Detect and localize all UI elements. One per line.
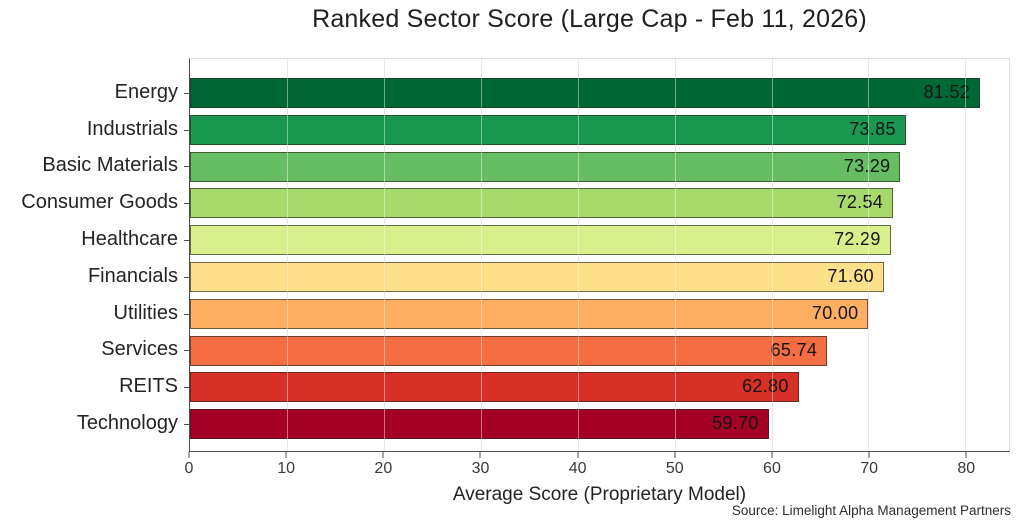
category-label: REITS — [119, 375, 178, 398]
category-label: Industrials — [86, 117, 178, 140]
bar: 72.54 — [190, 188, 894, 219]
value-label: 73.85 — [849, 118, 896, 139]
bar: 81.52 — [190, 78, 981, 108]
value-label: 62.80 — [742, 376, 789, 397]
value-label: 72.29 — [834, 229, 881, 250]
value-label: 72.54 — [836, 192, 884, 213]
value-label: 81.52 — [923, 82, 971, 103]
bar-row: Energy 81.52 — [115, 78, 1009, 108]
category-label: Services — [101, 338, 178, 361]
y-tick-mark — [184, 240, 190, 242]
x-tick-label: 30 — [471, 460, 490, 477]
x-axis-label: Average Score (Proprietary Model) — [452, 484, 747, 505]
bar-row: Healthcare 72.29 — [81, 225, 1009, 256]
bar-row: REITS 62.80 — [119, 372, 1009, 403]
y-tick-mark — [184, 276, 190, 278]
x-tick-mark — [479, 452, 481, 458]
x-axis: 0 10 20 30 40 50 60 70 80 — [185, 452, 1010, 486]
y-tick-mark — [184, 387, 190, 389]
y-tick-mark — [184, 92, 190, 94]
bar: 59.70 — [190, 409, 769, 440]
category-label: Technology — [76, 412, 178, 435]
bar-row: Services 65.74 — [101, 335, 1009, 366]
x-tick-mark — [382, 452, 384, 458]
category-label: Basic Materials — [42, 154, 178, 177]
x-tick-mark — [771, 452, 773, 458]
y-tick-mark — [184, 424, 190, 426]
value-label: 71.60 — [827, 266, 874, 287]
x-tick-label: 80 — [957, 460, 976, 477]
y-tick-mark — [184, 313, 190, 315]
bar-row: Financials 71.60 — [88, 261, 1009, 292]
bar: 73.85 — [190, 114, 906, 145]
value-label: 59.70 — [712, 413, 759, 434]
bar: 71.60 — [190, 261, 884, 292]
bar-row: Basic Materials 73.29 — [42, 151, 1009, 182]
category-label: Healthcare — [81, 228, 178, 251]
plot-area: Energy 81.52 Industrials 73.85 Basic Materia… — [21, 58, 1010, 452]
bar-row: Utilities 70.00 — [114, 298, 1009, 329]
x-tick-mark — [674, 452, 676, 458]
bar: 65.74 — [190, 335, 828, 366]
x-tick-mark — [868, 452, 870, 458]
x-tick-label: 40 — [568, 460, 587, 477]
bars-container: Energy 81.52 Industrials 73.85 Basic Materia… — [21, 59, 1009, 451]
x-tick-label: 20 — [374, 460, 393, 477]
bar-row: Industrials 73.85 — [87, 114, 1009, 145]
category-label: Financials — [87, 264, 178, 287]
category-label: Consumer Goods — [21, 191, 178, 214]
x-tick-label: 50 — [665, 460, 684, 477]
x-tick-label: 10 — [277, 460, 296, 477]
x-tick-mark — [188, 452, 190, 458]
value-label: 73.29 — [843, 155, 891, 176]
category-label: Energy — [114, 80, 178, 103]
bar: 62.80 — [190, 372, 799, 403]
x-tick-mark — [965, 452, 967, 458]
y-tick-mark — [184, 129, 190, 131]
category-label: Utilities — [113, 301, 178, 324]
bar-row: Consumer Goods 72.54 — [21, 188, 1009, 219]
bar: 72.29 — [190, 225, 891, 256]
bar: 73.29 — [190, 151, 901, 182]
x-tick-label: 0 — [184, 460, 194, 477]
x-tick-mark — [285, 452, 287, 458]
value-label: 65.74 — [770, 339, 818, 360]
bar-row: Technology 59.70 — [77, 409, 1009, 440]
source-note: Source: Limelight Alpha Management Partn… — [731, 503, 1011, 518]
x-tick-label: 70 — [860, 460, 879, 477]
y-tick-mark — [184, 203, 190, 205]
chart-title: Ranked Sector Score (Large Cap - Feb 11,… — [312, 5, 867, 33]
x-tick-mark — [577, 452, 579, 458]
value-label: 70.00 — [811, 302, 859, 323]
bar: 70.00 — [190, 298, 869, 329]
y-tick-mark — [184, 166, 190, 168]
x-tick-label: 60 — [763, 460, 781, 477]
y-tick-mark — [184, 350, 190, 352]
